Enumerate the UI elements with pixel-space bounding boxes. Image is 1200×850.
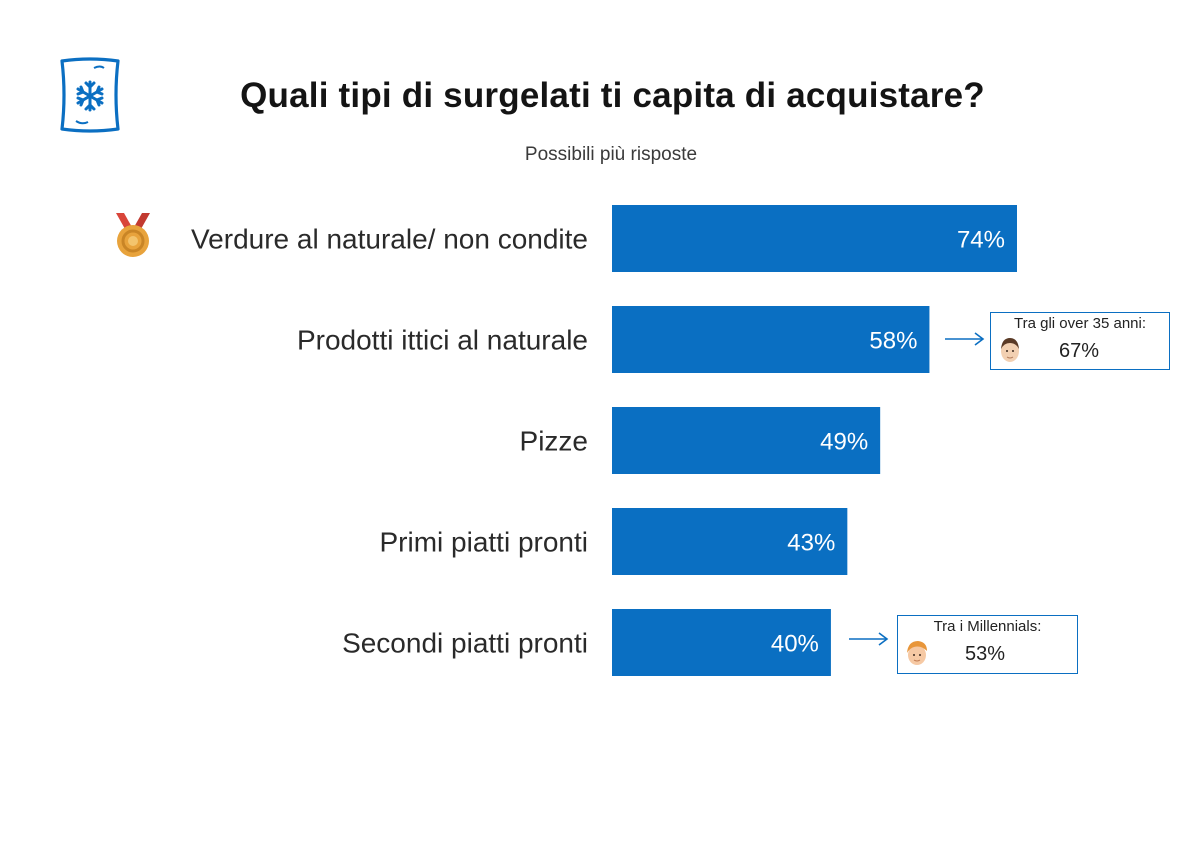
chart-subtitle: Possibili più risposte	[524, 144, 698, 165]
man-avatar-icon	[1001, 338, 1019, 362]
arrow-right-icon	[849, 632, 889, 646]
callout-over-35: Tra gli over 35 anni: 67%	[990, 312, 1170, 370]
snowflake-icon	[60, 57, 120, 133]
arrow-right-icon	[945, 332, 985, 346]
young-man-avatar-icon	[907, 641, 927, 665]
bar	[612, 609, 831, 676]
callout-caption: Tra gli over 35 anni:	[991, 315, 1169, 332]
bar	[612, 306, 930, 373]
callout-caption: Tra i Millennials:	[898, 618, 1077, 635]
callout-value: 67%	[1059, 340, 1100, 362]
category-label: Verdure al naturale/ non condite	[191, 224, 588, 255]
medal-icon	[116, 213, 150, 257]
value-label: 58%	[869, 328, 917, 355]
value-label: 74%	[957, 227, 1005, 254]
bar	[612, 205, 1017, 272]
category-label: Primi piatti pronti	[379, 527, 588, 558]
callout-caption-prefix: Tra gli	[1013, 315, 1060, 332]
bar	[612, 508, 848, 575]
category-label: Pizze	[520, 426, 588, 457]
value-label: 49%	[820, 429, 868, 456]
callout-caption-prefix: Tra i	[933, 618, 968, 635]
callout-caption-group: over 35 anni:	[1059, 315, 1147, 332]
category-label: Secondi piatti pronti	[342, 628, 588, 659]
value-label: 43%	[787, 530, 835, 557]
callout-millennials: Tra i Millennials: 53%	[897, 615, 1078, 674]
callout-caption-group: Millennials:	[967, 618, 1042, 635]
value-label: 40%	[771, 631, 819, 658]
chart-title: Quali tipi di surgelati ti capita di acq…	[240, 76, 985, 115]
category-label: Prodotti ittici al naturale	[297, 325, 588, 356]
bar	[612, 407, 881, 474]
callout-value: 53%	[965, 643, 1006, 665]
